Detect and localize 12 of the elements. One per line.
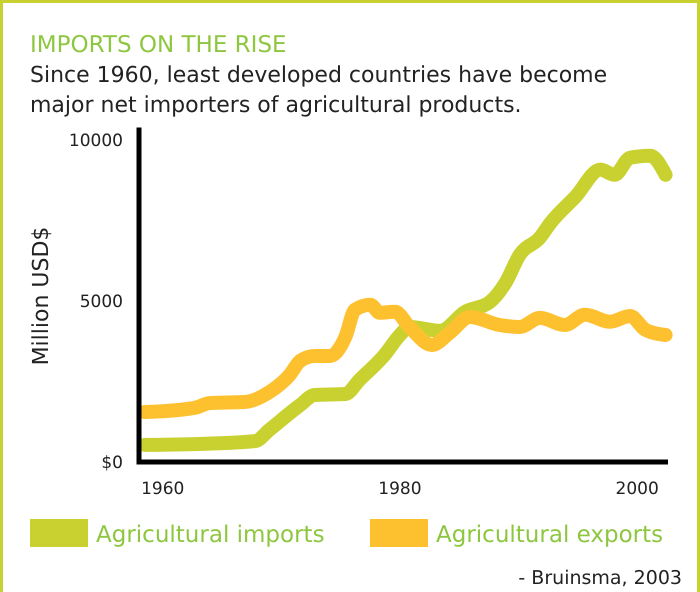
- x-tick-label: 1980: [378, 479, 422, 499]
- x-tick-label: 1960: [141, 479, 184, 499]
- legend-label: Agricultural exports: [436, 522, 664, 548]
- y-axis-title: Million USD$: [29, 226, 54, 366]
- y-tick-label: $0: [101, 453, 123, 474]
- y-tick-label: 5000: [80, 292, 123, 312]
- x-tick-label: 2000: [616, 479, 659, 499]
- chart-title: IMPORTS ON THE RISE: [30, 32, 287, 58]
- legend-label: Agricultural imports: [96, 522, 325, 548]
- chart-subtitle: Since 1960, least developed countries have become major net importers of agricultural products.: [30, 63, 608, 118]
- y-tick-label: 10000: [68, 130, 123, 151]
- text: - Bruinsma, 2003: [518, 567, 682, 589]
